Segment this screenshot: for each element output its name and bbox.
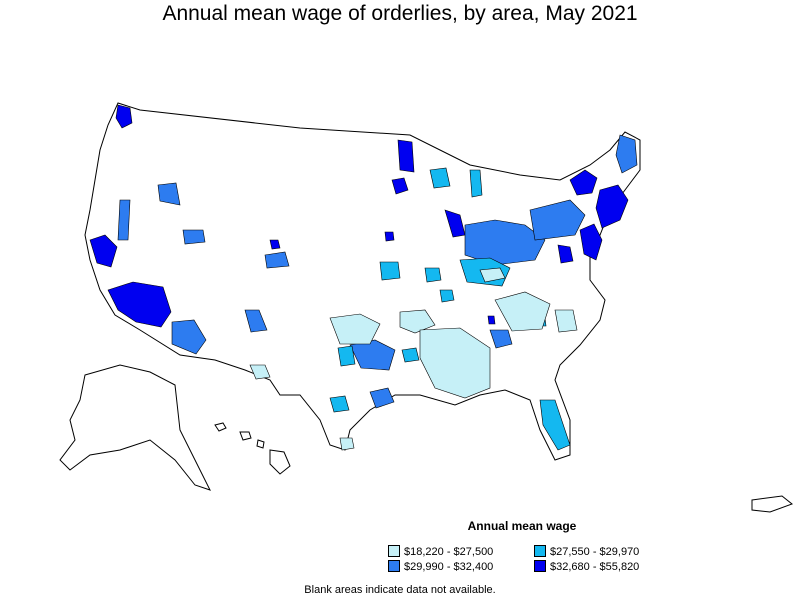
legend-swatch bbox=[388, 545, 400, 557]
footnote: Blank areas indicate data not available. bbox=[304, 584, 496, 596]
legend-swatch bbox=[388, 560, 400, 572]
legend-label: $29,990 - $32,400 bbox=[404, 561, 494, 573]
areas-upper-middle-wage bbox=[117, 134, 638, 409]
puerto-rico-outline bbox=[751, 495, 794, 513]
legend-item-highest: $32,680 - $55,820 bbox=[534, 560, 639, 573]
legend-label: $18,220 - $27,500 bbox=[404, 546, 494, 558]
legend-title: Annual mean wage bbox=[467, 519, 577, 533]
areas-highest-wage bbox=[89, 104, 629, 328]
map-title: Annual mean wage of orderlies, by area, … bbox=[162, 2, 638, 25]
legend-swatch bbox=[534, 545, 546, 557]
alaska-outline bbox=[59, 364, 211, 491]
hawaii-islands bbox=[214, 422, 291, 475]
areas-lowest-wage bbox=[249, 267, 578, 451]
legend-item-lower-middle: $27,550 - $29,970 bbox=[534, 545, 639, 558]
legend-label: $32,680 - $55,820 bbox=[550, 561, 640, 573]
legend-label: $27,550 - $29,970 bbox=[550, 546, 640, 558]
contiguous-us-outline bbox=[84, 102, 641, 461]
legend-item-lowest: $18,220 - $27,500 bbox=[388, 545, 493, 558]
legend-item-upper-middle: $29,990 - $32,400 bbox=[388, 560, 493, 573]
legend-swatch bbox=[534, 560, 546, 572]
